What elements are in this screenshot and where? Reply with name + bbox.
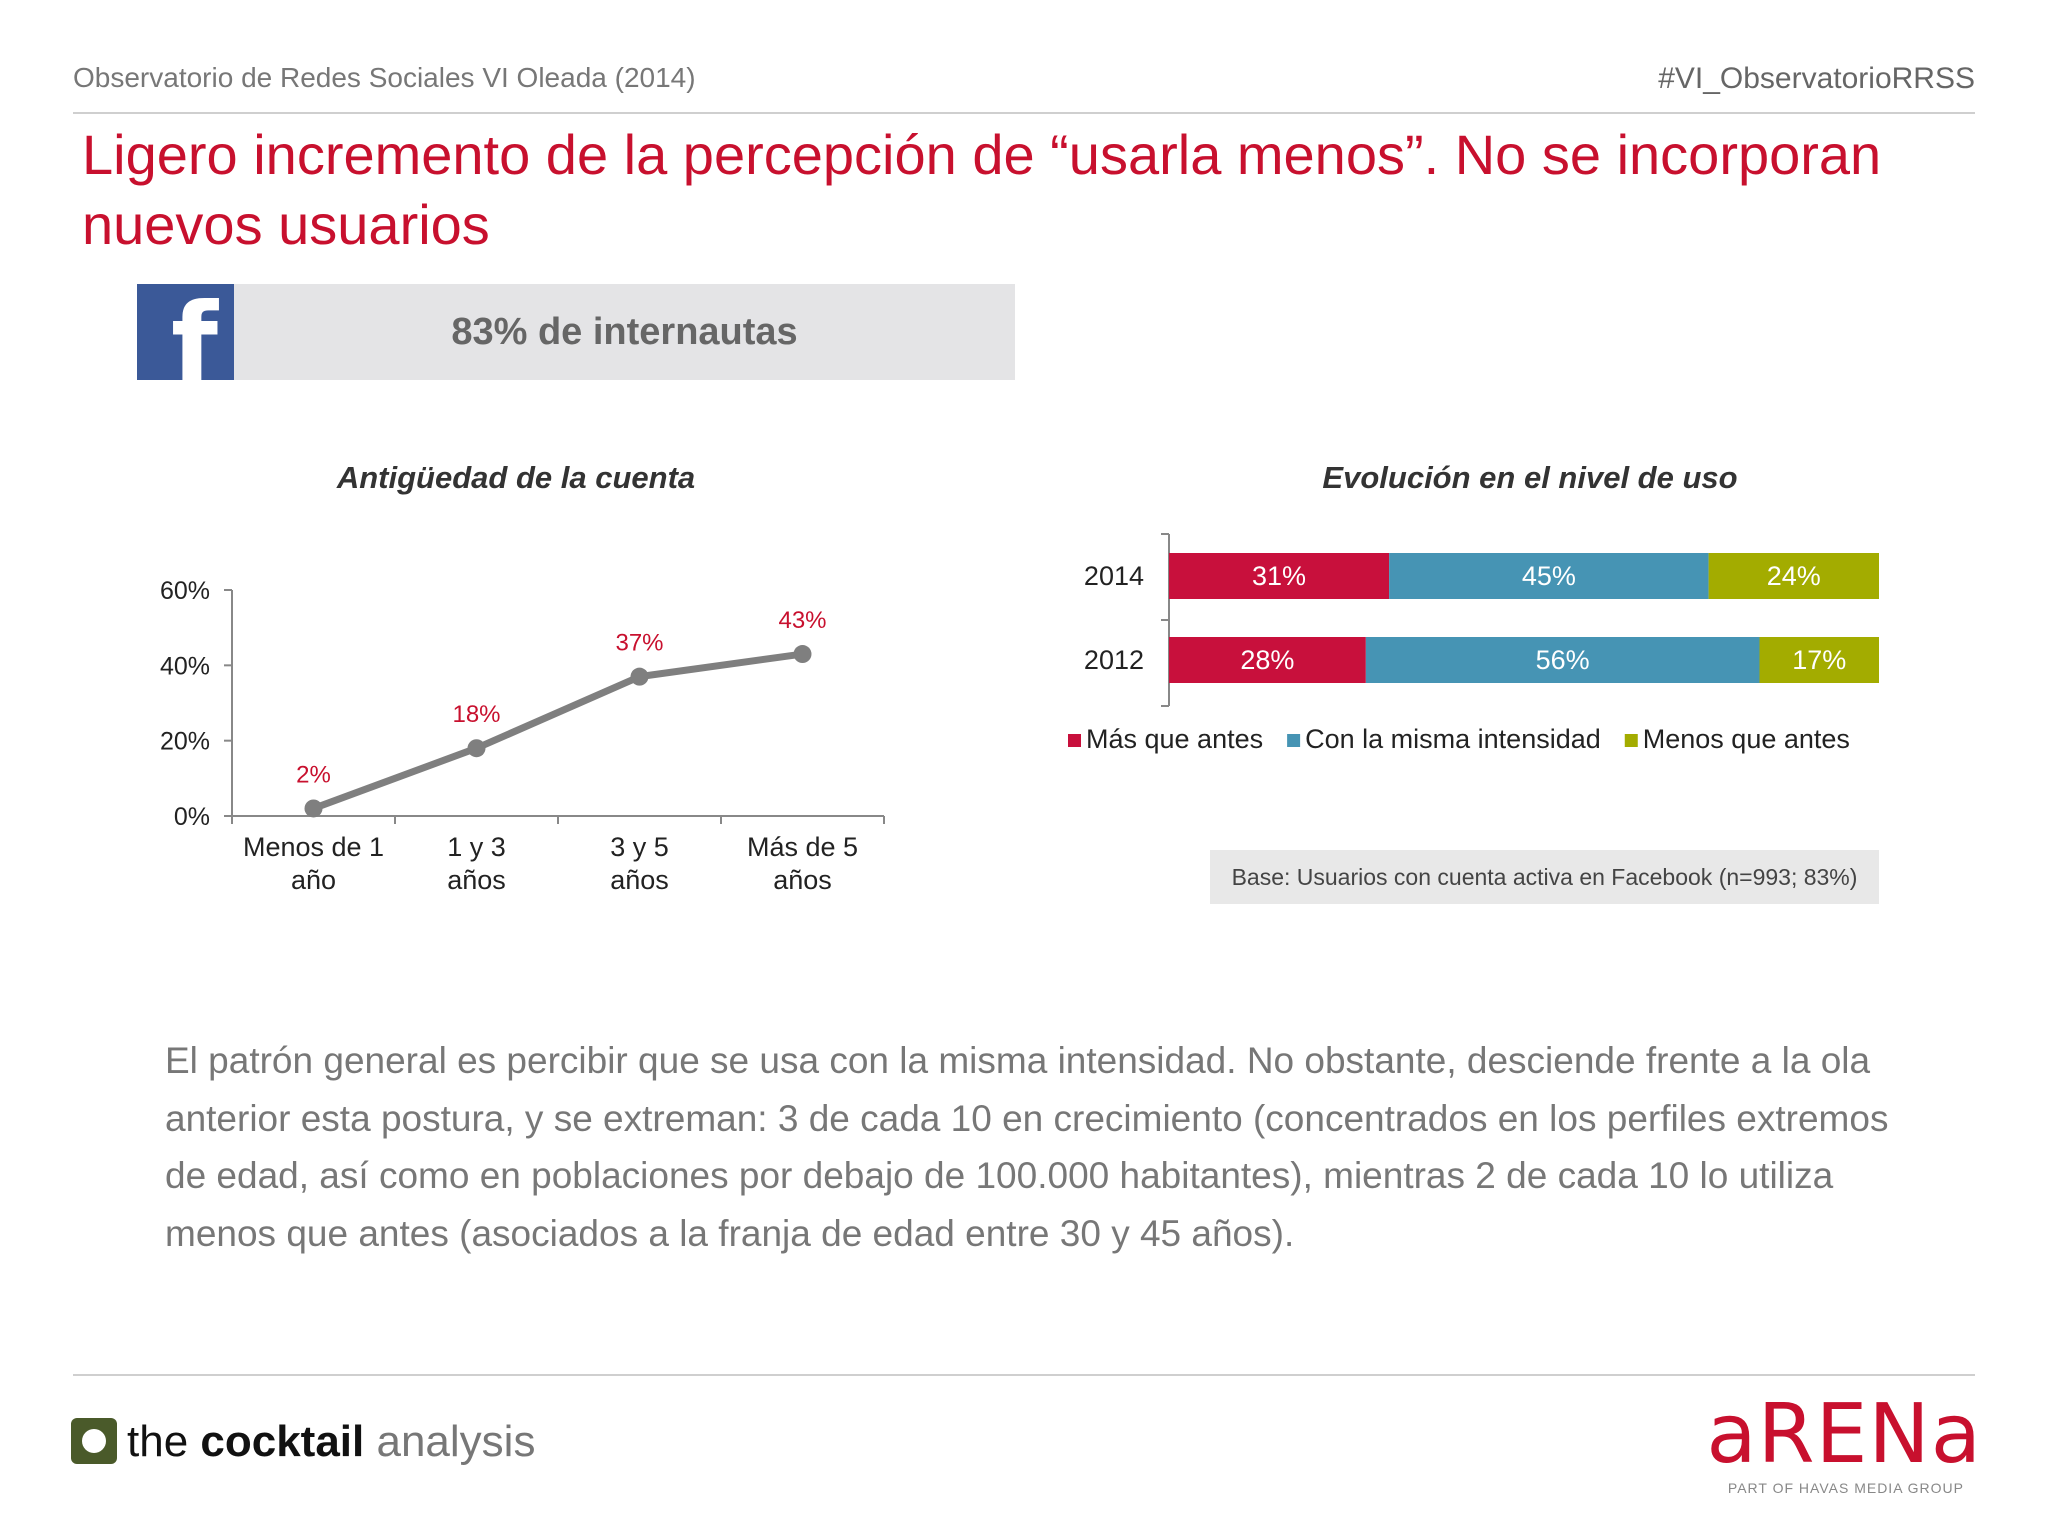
- legend-swatch: [1287, 734, 1301, 747]
- segment-label: 17%: [1792, 645, 1846, 675]
- bar-segment: [1365, 637, 1760, 683]
- bar-segment: [1389, 553, 1709, 599]
- y-tick-label: 20%: [160, 728, 210, 756]
- category-label: 2014: [1084, 561, 1144, 591]
- series-line: [312, 650, 803, 812]
- segment-label: 24%: [1767, 561, 1821, 591]
- top-divider: [73, 112, 1975, 114]
- legend-swatch: [1624, 734, 1638, 747]
- segment-label: 45%: [1522, 561, 1576, 591]
- deck-title: Observatorio de Redes Sociales VI Oleada…: [73, 62, 696, 93]
- data-point: [793, 645, 812, 664]
- segment-label: 31%: [1252, 561, 1306, 591]
- x-tick-label: 1 y 3 años: [447, 832, 506, 895]
- x-tick-label: Más de 5 años: [747, 832, 858, 895]
- y-tick-label: 40%: [160, 652, 210, 680]
- data-point: [630, 667, 649, 686]
- x-tick-label: 3 y 5 años: [610, 832, 669, 895]
- audience-banner-text: 83% de internautas: [451, 311, 798, 353]
- bar-segment: [1708, 553, 1879, 599]
- cocktail-logo-mark-icon: [71, 1418, 117, 1464]
- slide-title: Ligero incremento de la percepción de “u…: [82, 123, 1882, 256]
- facebook-icon: f: [137, 284, 234, 380]
- x-tick-label: Menos de 1 año: [243, 832, 384, 895]
- bar-segment: [1169, 637, 1366, 683]
- base-note: Base: Usuarios con cuenta activa en Face…: [1210, 850, 1879, 904]
- account-age-line-chart: 0% 20% 40% 60% Menos de 1 año 1 y 3 años 3 y 5 añ…: [160, 577, 885, 895]
- category-label: 2012: [1084, 645, 1144, 675]
- bar-chart-title: Evolución en el nivel de uso: [1322, 460, 1738, 495]
- legend-label: Más que antes: [1086, 724, 1263, 754]
- arena-logo: aRENa PART OF HAVAS MEDIA GROUP: [1706, 1387, 1982, 1497]
- data-point: [467, 739, 486, 758]
- summary-text: El patrón general es percibir que se usa…: [165, 1040, 1889, 1254]
- line-chart-title: Antigüedad de la cuenta: [336, 460, 696, 495]
- legend-swatch: [1068, 734, 1081, 747]
- data-label: 43%: [778, 607, 826, 634]
- usage-evolution-bar-chart: 2014 31% 45% 24% 2012 28% 56% 17% Más que antes C…: [1068, 533, 1879, 754]
- data-label: 18%: [452, 701, 500, 728]
- legend-label: Menos que antes: [1643, 724, 1850, 754]
- audience-banner: [137, 284, 1015, 380]
- segment-label: 56%: [1536, 645, 1590, 675]
- segment-label: 28%: [1240, 645, 1294, 675]
- hashtag: #VI_ObservatorioRRSS: [1658, 62, 1975, 95]
- y-tick-label: 60%: [160, 577, 210, 605]
- data-label: 37%: [615, 630, 663, 657]
- legend-label: Con la misma intensidad: [1305, 724, 1601, 754]
- data-point: [304, 799, 323, 818]
- data-label: 2%: [296, 761, 331, 788]
- bar-segment: [1169, 553, 1390, 599]
- bar-segment: [1759, 637, 1879, 683]
- y-tick-label: 0%: [174, 803, 210, 831]
- bottom-divider: [73, 1374, 1975, 1376]
